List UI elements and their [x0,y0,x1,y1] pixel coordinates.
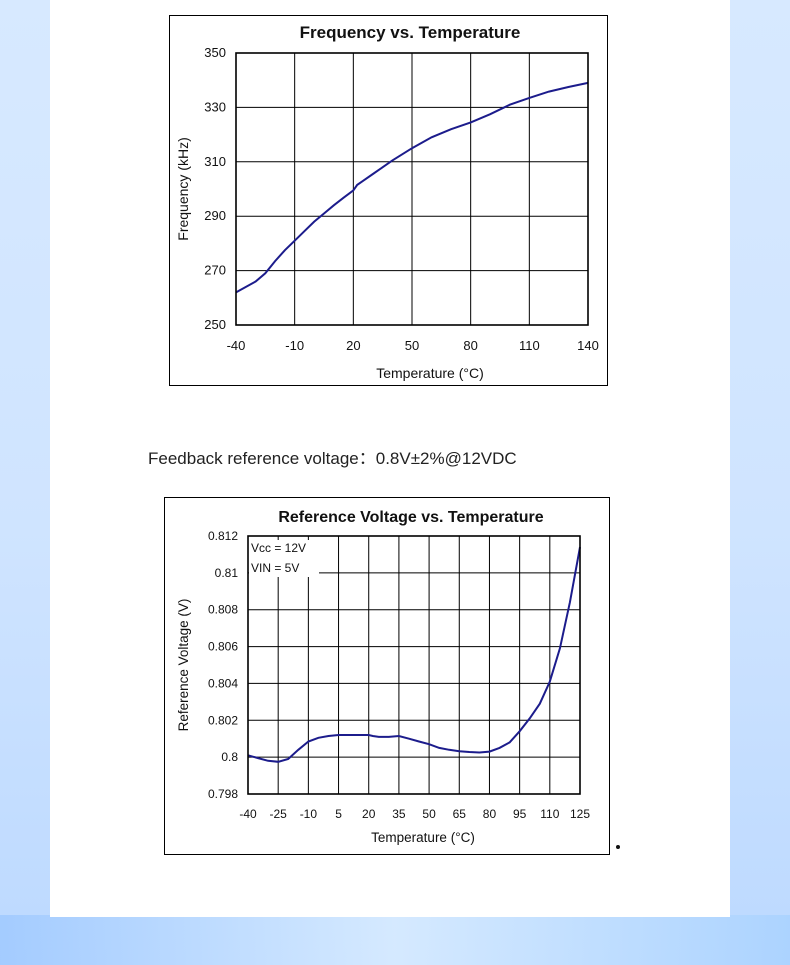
x-tick-labels: -40 -10 20 50 80 110 140 [227,338,599,353]
x-axis-label: Temperature (°C) [371,830,475,845]
x-tick-label: 20 [346,338,360,353]
x-tick-label: -40 [227,338,246,353]
y-tick-label: 250 [204,317,226,332]
frequency-chart-svg: Frequency vs. Temperature -40 -10 20 50 80 11… [175,23,599,381]
y-tick-label: 0.812 [208,529,238,543]
chart-title: Frequency vs. Temperature [300,23,521,42]
frequency-series-line [235,81,589,294]
y-tick-label: 330 [204,99,226,114]
y-tick-labels: 0.798 0.8 0.802 0.804 0.806 0.808 0.81 0.812 [208,529,238,801]
x-tick-label: 140 [577,338,599,353]
x-tick-label: 65 [453,807,467,821]
reference-voltage-series-line [247,546,581,763]
x-tick-label: -10 [300,807,318,821]
x-tick-label: -10 [285,338,304,353]
x-tick-label: 35 [392,807,406,821]
plot-frame [247,535,581,795]
x-tick-label: 80 [463,338,477,353]
trailing-period [616,845,620,849]
x-tick-label: 80 [483,807,497,821]
reference-voltage-spec: Feedback reference voltage：0.8V±2%@12VDC [148,449,517,468]
chart-title: Reference Voltage vs. Temperature [278,509,543,526]
background-band [0,915,790,965]
x-axis-label: Temperature (°C) [376,365,484,381]
annotation-background [249,540,319,577]
x-tick-label: -40 [239,807,257,821]
x-tick-labels: -40 -25 -10 5 20 35 50 65 80 95 110 125 [239,807,590,821]
x-tick-label: 95 [513,807,527,821]
frequency-chart: Frequency vs. Temperature -40 -10 20 50 80 11… [169,15,608,386]
y-tick-label: 270 [204,263,226,278]
x-tick-label: 50 [422,807,436,821]
x-tick-label: 50 [405,338,419,353]
x-tick-label: 5 [335,807,342,821]
y-tick-label: 0.802 [208,713,238,727]
chart-grid [235,52,589,326]
x-tick-label: -25 [270,807,288,821]
annotation-vcc: Vcc = 12V [251,541,306,555]
annotation-vin: VIN = 5V [251,561,299,575]
reference-voltage-chart: Reference Voltage vs. Temperature -40 -25… [164,497,610,855]
y-tick-label: 350 [204,45,226,60]
y-axis-label: Frequency (kHz) [175,137,191,240]
reference-voltage-chart-svg: Reference Voltage vs. Temperature -40 -25… [176,509,590,845]
y-tick-label: 310 [204,154,226,169]
x-tick-label: 125 [570,807,590,821]
x-tick-label: 20 [362,807,376,821]
y-tick-label: 290 [204,208,226,223]
y-tick-label: 0.81 [215,566,239,580]
x-tick-label: 110 [519,338,540,353]
y-tick-labels: 250 270 290 310 330 350 [204,45,226,332]
x-tick-label: 110 [540,807,559,821]
y-tick-label: 0.798 [208,787,238,801]
y-axis-label: Reference Voltage (V) [176,599,191,732]
plot-frame [235,52,589,326]
y-tick-label: 0.808 [208,603,238,617]
y-tick-label: 0.806 [208,640,238,654]
y-tick-label: 0.8 [221,750,238,764]
y-tick-label: 0.804 [208,676,238,690]
